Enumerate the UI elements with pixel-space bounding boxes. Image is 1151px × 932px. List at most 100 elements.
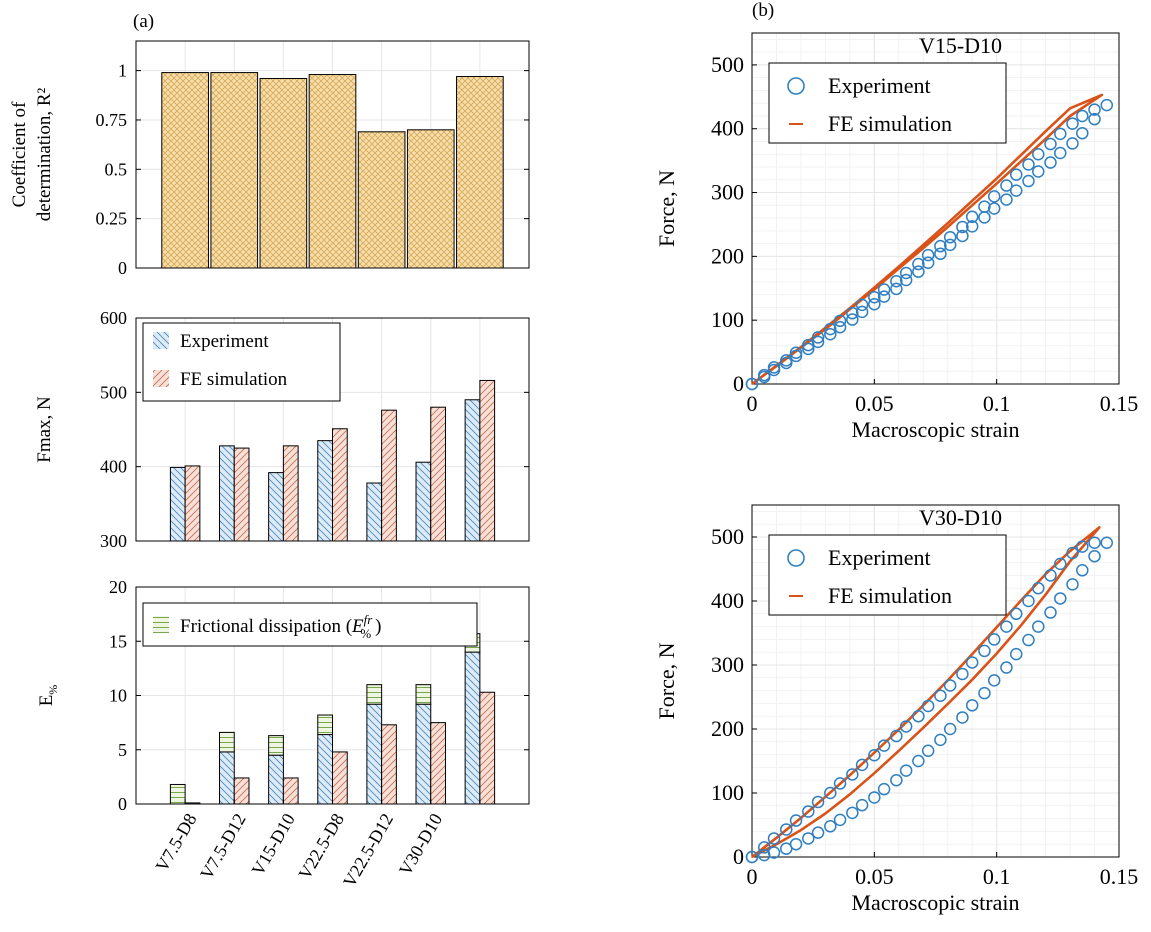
y-tick-label: 400 (711, 588, 744, 613)
experiment-point (802, 805, 815, 818)
experiment-point (921, 256, 935, 269)
energy-experiment-bar (415, 703, 432, 805)
experiment-point (789, 346, 803, 359)
experiment-point (1054, 127, 1067, 141)
experiment-point (1076, 109, 1089, 123)
energy-ylabel: E% (36, 685, 60, 707)
y-tick-label: 200 (711, 716, 744, 741)
experiment-point (846, 306, 859, 320)
y-tick-label: 600 (100, 308, 127, 328)
r2-bar (161, 72, 209, 269)
y-tick-label: 200 (711, 243, 744, 268)
axes-box (135, 317, 530, 542)
axes-box (135, 40, 530, 269)
legend-box (768, 62, 1007, 144)
experiment-point (877, 283, 891, 296)
y-tick-label: 1 (118, 61, 127, 81)
r2-bar (406, 129, 455, 269)
experiment-point (987, 202, 1001, 215)
experiment-point (1032, 581, 1045, 595)
y-tick-label: 300 (711, 652, 744, 677)
y-tick-label: 500 (100, 382, 127, 402)
category-tick-label: V22.5-D12 (339, 810, 397, 891)
energy-fe-bar (430, 722, 446, 805)
legend-experiment-label: Experiment (828, 73, 931, 98)
fmax-legend-swatch (153, 370, 169, 387)
experiment-point (1088, 536, 1101, 550)
energy-legend-label: Frictional dissipation (Efr%) (180, 612, 382, 641)
experiment-point (802, 832, 815, 845)
experiment-point (943, 722, 957, 736)
experiment-point (1032, 148, 1045, 161)
y-tick-label: 20 (109, 577, 127, 597)
energy-friction-bar (169, 783, 186, 805)
experiment-point (745, 850, 759, 864)
category-tick-label: V7.5-D12 (196, 810, 250, 883)
experiment-point (1066, 546, 1079, 560)
experiment-point (965, 220, 979, 233)
y-tick-label: 500 (711, 524, 744, 549)
experiment-point (965, 656, 979, 669)
experiment-point (956, 229, 969, 243)
experiment-point (1066, 137, 1079, 150)
energy-legend-box (142, 602, 478, 647)
energy-experiment-bar (268, 754, 284, 805)
y-tick-label: 300 (100, 531, 127, 551)
category-tick-label: V7.5-D8 (152, 810, 201, 875)
experiment-point (934, 247, 947, 261)
experiment-point (899, 720, 913, 733)
experiment-point (868, 791, 881, 804)
experiment-point (780, 842, 793, 855)
experiment-point (956, 711, 969, 724)
experiment-point (767, 832, 781, 845)
y-tick-label: 400 (711, 116, 744, 141)
experiment-point (745, 377, 759, 391)
experiment-point (1088, 103, 1101, 116)
fmax-fe-bar (184, 465, 201, 542)
experiment-point (987, 190, 1001, 203)
r2-ylabel-line2: determination, R² (34, 88, 55, 222)
x-tick-label: 0.15 (1100, 391, 1139, 416)
y-tick-label: 100 (711, 307, 744, 332)
energy-friction-bar (268, 735, 284, 756)
experiment-point (833, 320, 847, 334)
experiment-point (890, 773, 903, 787)
fmax-experiment-bar (268, 472, 284, 542)
experiment-point (1044, 156, 1057, 169)
experiment-point (912, 709, 925, 723)
experiment-point (890, 729, 903, 743)
experiment-point (1044, 606, 1057, 619)
x-tick-label: 0 (747, 391, 758, 416)
fmax-experiment-bar (317, 440, 334, 542)
panel-a-label: (a) (133, 11, 154, 32)
experiment-point (943, 679, 957, 692)
experiment-point (833, 813, 847, 827)
y-tick-label: 0.5 (105, 159, 128, 179)
experiment-point (934, 239, 947, 253)
v30-d10-chart: 0 0.05 0.1 0.15 0 100 200 300 400 500 V30-D10 Exper… (654, 504, 1138, 915)
y-tick-label: 15 (109, 631, 127, 651)
y-axis-label: Force, N (654, 642, 679, 719)
plot-title: V30-D10 (919, 505, 1002, 530)
experiment-point (978, 644, 991, 658)
x-tick-label: 0 (747, 864, 758, 889)
fmax-fe-bar (332, 428, 348, 542)
experiment-point (943, 238, 957, 252)
experiment-point (1044, 137, 1057, 151)
fmax-fe-bar (233, 447, 250, 542)
experiment-point (934, 733, 947, 747)
experiment-point (1054, 146, 1067, 160)
y-tick-label: 500 (711, 52, 744, 77)
experiment-point (912, 754, 925, 768)
category-tick-label: V30-D10 (395, 810, 446, 879)
category-tick-label: V22.5-D8 (294, 810, 348, 883)
y-tick-label: 0 (118, 794, 127, 814)
x-tick-label: 0.1 (983, 391, 1011, 416)
energy-fe-bar (233, 777, 250, 805)
y-tick-label: 0.25 (96, 209, 128, 229)
experiment-point (1009, 647, 1023, 661)
experiment-point (877, 739, 891, 752)
experiment-point (767, 363, 781, 377)
experiment-point (824, 786, 837, 800)
experiment-point (855, 798, 869, 812)
